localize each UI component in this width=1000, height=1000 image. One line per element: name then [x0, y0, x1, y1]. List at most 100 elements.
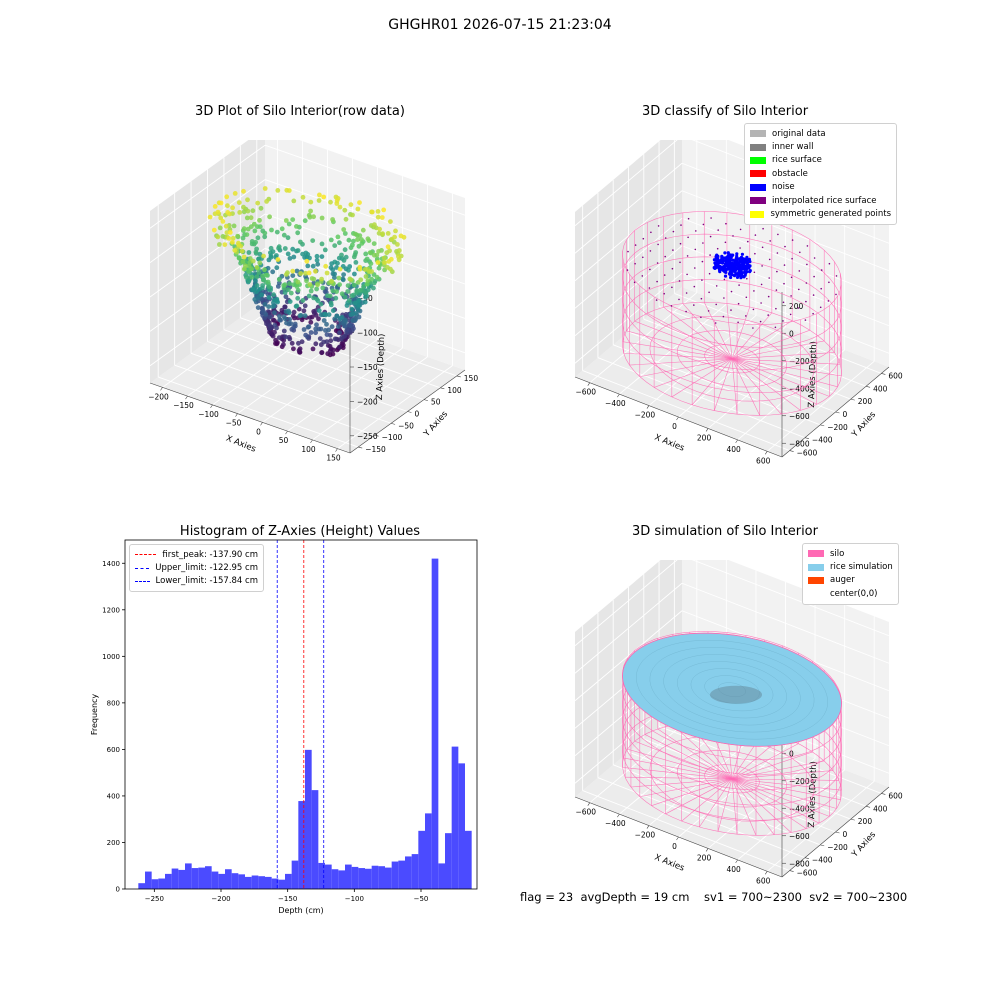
scatter-point	[227, 230, 233, 235]
scatter-point	[332, 275, 337, 280]
scatter-point	[313, 341, 319, 347]
scatter-point	[289, 340, 295, 346]
y-axis-label: Y Axies	[849, 409, 878, 440]
x-tick-label: 0	[672, 422, 677, 431]
noise-point	[743, 260, 747, 264]
scatter-point	[302, 313, 308, 319]
interpolated-point	[789, 313, 792, 316]
interpolated-point	[813, 275, 815, 278]
scatter-point	[244, 232, 250, 237]
scatter-point	[319, 254, 325, 259]
scatter-point	[342, 247, 348, 253]
scatter-point	[339, 314, 345, 320]
interpolated-point	[707, 310, 710, 312]
scatter-point	[318, 312, 324, 318]
y-gridline	[643, 318, 851, 400]
scatter-point	[256, 256, 262, 262]
histogram-title: Histogram of Z-Axies (Height) Values	[179, 524, 421, 539]
y-tick-label: −200	[827, 423, 848, 432]
scatter-point	[381, 207, 387, 213]
z-tick-label: −200	[789, 777, 810, 786]
interpolated-point	[732, 235, 734, 237]
z-gridline	[681, 217, 890, 299]
scatter-point	[326, 312, 332, 317]
scatter-point	[303, 250, 309, 256]
scatter-point	[294, 303, 300, 309]
y-tick-label: 0	[116, 886, 120, 894]
legend-rice-simulation: rice simulation	[808, 560, 893, 573]
z-gridline	[149, 179, 266, 263]
x-axis-label: Depth (cm)	[278, 906, 323, 915]
scatter-point	[341, 258, 347, 263]
y-gridline	[582, 370, 790, 451]
histogram-bar	[238, 874, 245, 889]
interpolated-point	[671, 286, 673, 289]
rice-mesh-ring	[690, 668, 774, 712]
z-tick-label: −800	[789, 439, 810, 448]
scatter-point	[295, 287, 301, 293]
scatter-point	[308, 288, 314, 294]
scatter-point	[371, 285, 376, 291]
interpolated-point	[784, 245, 786, 248]
z-gridline	[574, 560, 678, 647]
histogram-bar	[225, 869, 232, 889]
rice-mesh-ring	[677, 661, 787, 719]
scatter-point	[306, 270, 312, 276]
scatter-point	[257, 260, 263, 266]
scatter-point	[281, 328, 287, 334]
scatter-point	[364, 256, 370, 262]
scatter-point	[259, 292, 265, 298]
interpolated-point	[717, 229, 719, 231]
interpolated-point	[791, 257, 793, 260]
scatter-point	[217, 225, 223, 231]
scatter-point	[345, 283, 351, 288]
z-tick-label: 200	[789, 302, 804, 311]
z-tick-label: 0	[789, 749, 794, 758]
scatter-point	[306, 293, 312, 299]
x-tick	[617, 813, 620, 818]
scatter-point	[272, 310, 277, 316]
y-tick-label: 400	[873, 804, 888, 813]
scatter-point	[265, 279, 271, 285]
y-tick-label: 0	[843, 830, 848, 839]
scatter-point	[262, 267, 267, 273]
interpolated-point	[656, 280, 658, 283]
z-gridline	[149, 144, 266, 229]
silo-floor-ring	[676, 750, 788, 808]
scatter-point	[337, 344, 342, 350]
scatter-point	[276, 280, 282, 286]
noise-point	[724, 259, 728, 263]
interpolated-point	[790, 276, 793, 279]
scatter-point	[328, 338, 334, 344]
scatter-point	[316, 198, 322, 203]
scatter-point	[323, 263, 329, 269]
scatter-point	[352, 300, 358, 306]
scatter-point	[330, 267, 336, 273]
scatter-point	[382, 260, 387, 265]
scatter-point	[288, 290, 294, 296]
scatter-point	[347, 264, 353, 269]
interpolated-point	[806, 245, 809, 247]
silo-floor-ring	[676, 330, 788, 388]
scatter-point	[335, 324, 341, 330]
interpolated-point	[671, 267, 674, 270]
histogram-bar	[231, 873, 239, 889]
noise-point	[740, 252, 744, 256]
scatter-point	[357, 266, 363, 272]
x-tick-label: 600	[756, 456, 771, 465]
interpolated-point	[827, 300, 830, 302]
scatter-point	[269, 331, 275, 337]
interpolated-point	[642, 256, 644, 259]
scatter-point	[237, 210, 243, 215]
scatter-point	[377, 226, 382, 232]
histogram-bar	[211, 871, 219, 889]
scatter-point	[313, 330, 318, 336]
y-tick-label: 1200	[102, 606, 120, 614]
noise-point	[748, 269, 752, 273]
scatter-point	[365, 278, 371, 283]
interpolated-point	[663, 274, 666, 276]
interpolated-point	[701, 279, 703, 281]
histogram-bar	[445, 833, 452, 889]
z-gridline	[574, 190, 683, 282]
scatter-point	[396, 248, 402, 253]
